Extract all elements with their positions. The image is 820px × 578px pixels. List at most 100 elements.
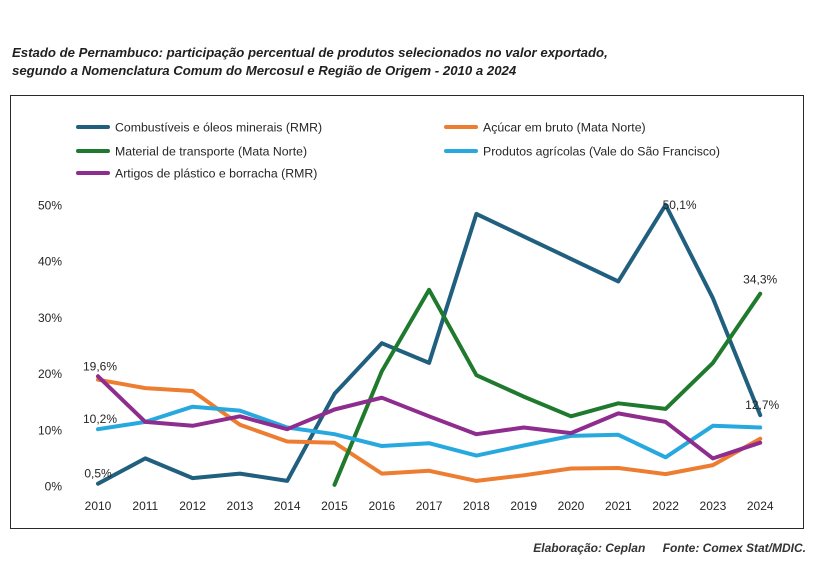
data-point-s5-2014: [285, 427, 289, 431]
data-point-s2-2023: [711, 463, 715, 467]
data-point-s3-2023: [711, 361, 715, 365]
x-tick-label: 2014: [274, 499, 301, 513]
data-point-s2-2021: [616, 466, 620, 470]
x-tick-label: 2016: [368, 499, 395, 513]
data-point-s2-2024: [758, 437, 762, 441]
footer-source: Fonte: Comex Stat/MDIC.: [662, 541, 806, 555]
data-point-s1-2019: [522, 234, 526, 239]
chart-frame: [10, 95, 804, 529]
legend-label-3: Material de transporte (Mata Norte): [115, 145, 307, 159]
data-label: 10,2%: [83, 412, 117, 426]
data-point-s4-2012: [191, 405, 195, 409]
data-point-s5-2016: [380, 396, 384, 400]
data-label: 12,7%: [745, 398, 779, 412]
data-point-s3-2016: [380, 369, 384, 373]
data-point-s2-2011: [143, 386, 147, 390]
x-tick-label: 2015: [321, 499, 348, 513]
data-point-s1-2010: [96, 482, 100, 486]
y-tick-label: 50%: [38, 199, 62, 213]
x-tick-label: 2010: [85, 499, 112, 513]
data-point-s4-2019: [522, 443, 526, 448]
data-label: 0,5%: [84, 467, 112, 481]
data-point-s1-2023: [711, 296, 715, 300]
data-point-s1-2024: [758, 413, 762, 417]
y-tick-label: 10%: [38, 423, 62, 437]
data-point-s1-2018: [474, 212, 478, 216]
data-point-s1-2017: [427, 361, 431, 365]
chart-title: Estado de Pernambuco: participação perce…: [12, 44, 802, 80]
data-point-s3-2019: [522, 394, 526, 399]
data-point-s4-2022: [664, 455, 668, 459]
data-point-s5-2021: [616, 411, 620, 416]
data-point-s5-2015: [332, 407, 337, 412]
data-point-s4-2013: [238, 409, 242, 413]
data-point-s2-2016: [380, 471, 384, 476]
data-point-s5-2024: [758, 441, 762, 445]
x-tick-label: 2019: [510, 499, 537, 513]
x-tick-label: 2021: [605, 499, 632, 513]
data-point-s3-2022: [664, 407, 668, 411]
title-line-1: Estado de Pernambuco: participação perce…: [12, 45, 608, 60]
footer: Elaboração: Ceplan Fonte: Comex Stat/MDI…: [519, 541, 806, 555]
x-tick-label: 2022: [652, 499, 679, 513]
data-point-s2-2014: [285, 439, 289, 444]
data-point-s1-2015: [332, 392, 337, 396]
x-tick-label: 2018: [463, 499, 490, 513]
x-tick-label: 2024: [747, 499, 774, 513]
x-tick-label: 2012: [179, 499, 206, 513]
series-line-2: [96, 377, 763, 483]
data-point-s1-2021: [616, 279, 620, 283]
x-tick-label: 2020: [558, 499, 585, 513]
data-point-s1-2013: [238, 471, 242, 476]
data-point-s4-2017: [427, 441, 431, 445]
data-point-s1-2012: [191, 476, 195, 480]
data-point-s5-2013: [238, 414, 242, 418]
legend-label-5: Artigos de plástico e borracha (RMR): [115, 167, 317, 181]
data-point-s2-2012: [191, 389, 195, 393]
legend-label-2: Açúcar em bruto (Mata Norte): [483, 121, 646, 135]
data-point-s5-2020: [569, 431, 573, 435]
data-point-s3-2018: [474, 373, 478, 377]
y-tick-label: 40%: [38, 255, 62, 269]
data-point-s2-2022: [664, 472, 668, 476]
data-point-s3-2015: [332, 483, 337, 487]
data-point-s4-2010: [96, 427, 100, 431]
y-tick-label: 30%: [38, 311, 62, 325]
data-point-s5-2019: [522, 425, 526, 430]
data-point-s4-2023: [711, 424, 715, 428]
data-point-s4-2024: [758, 425, 762, 430]
data-point-s3-2021: [616, 401, 620, 405]
data-label: 34,3%: [743, 273, 777, 287]
data-point-s1-2022: [664, 203, 668, 207]
data-point-s5-2023: [711, 456, 715, 460]
title-line-2: segundo a Nomenclatura Comum do Mercosul…: [12, 63, 517, 78]
data-point-s2-2017: [427, 469, 431, 473]
data-label: 19,6%: [83, 359, 117, 373]
data-point-s4-2016: [380, 444, 384, 448]
data-point-s3-2020: [569, 414, 573, 418]
x-tick-label: 2017: [416, 499, 443, 513]
legend-label-1: Combustíveis e óleos minerais (RMR): [115, 121, 322, 135]
data-point-s5-2017: [427, 414, 431, 418]
x-tick-label: 2013: [227, 499, 254, 513]
data-point-s4-2020: [569, 434, 573, 438]
footer-credit: Elaboração: Ceplan: [533, 541, 646, 555]
data-point-s1-2014: [285, 479, 289, 483]
data-point-s2-2015: [332, 441, 337, 445]
data-point-s2-2019: [522, 473, 526, 477]
y-tick-label: 0%: [45, 480, 63, 494]
data-point-s3-2017: [427, 288, 431, 292]
data-point-s5-2011: [143, 420, 147, 424]
data-point-s5-2022: [664, 420, 668, 424]
data-point-s5-2018: [474, 432, 478, 436]
data-point-s2-2013: [238, 423, 242, 427]
legend-label-4: Produtos agrícolas (Vale do São Francisc…: [483, 145, 720, 159]
data-point-s4-2018: [474, 453, 478, 458]
data-label: 50,1%: [663, 198, 697, 212]
data-point-s2-2020: [569, 466, 573, 471]
data-point-s1-2020: [569, 257, 573, 261]
series-line-3: [332, 287, 763, 487]
data-point-s4-2015: [332, 432, 337, 436]
data-point-s1-2016: [380, 341, 384, 345]
